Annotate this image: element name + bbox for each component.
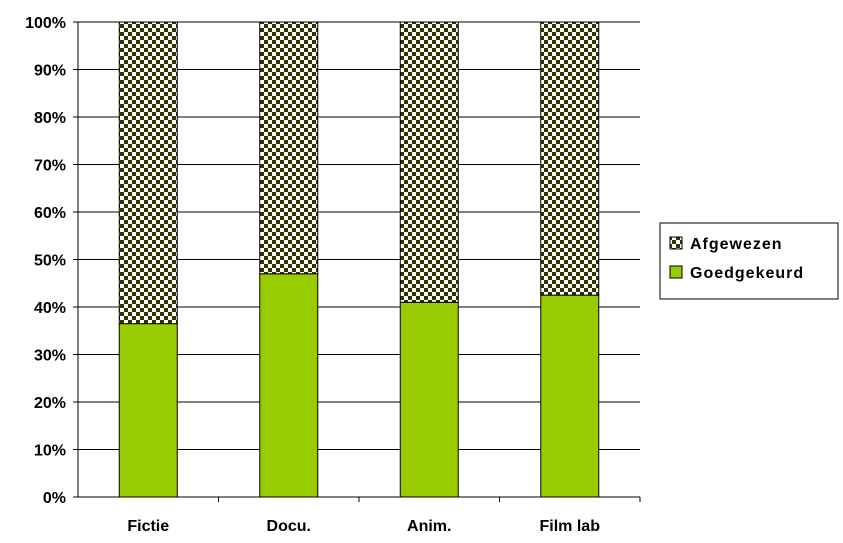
y-tick-label: 20% xyxy=(34,395,66,412)
legend-box xyxy=(659,222,839,300)
y-tick-label: 90% xyxy=(34,63,66,80)
x-tick-label: Anim. xyxy=(407,518,451,535)
axes: 0% 10% 20% 30% 40% 50% 60% 70% 80% 90% 100% Fictie D… xyxy=(25,15,641,535)
y-tick-label: 40% xyxy=(34,300,66,317)
bar-afgewezen xyxy=(118,21,178,325)
y-tick-label: 10% xyxy=(34,443,66,460)
bar-goedgekeurd xyxy=(540,294,600,498)
bar-afgewezen xyxy=(540,21,600,296)
legend-swatch xyxy=(669,236,683,250)
bar-goedgekeurd xyxy=(399,301,459,498)
legend-label: Goedgekeurd xyxy=(690,265,804,282)
bar-afgewezen xyxy=(399,21,459,303)
y-tick-label: 80% xyxy=(34,110,66,127)
x-tick-label: Film lab xyxy=(540,518,601,535)
x-tick-label: Docu. xyxy=(267,518,311,535)
y-tick-label: 60% xyxy=(34,205,66,222)
legend-swatch xyxy=(669,265,683,279)
legend-label: Afgewezen xyxy=(690,236,783,253)
bar-goedgekeurd xyxy=(259,273,319,498)
y-tick-label: 30% xyxy=(34,348,66,365)
y-tick-label: 70% xyxy=(34,158,66,175)
legend: Afgewezen Goedgekeurd xyxy=(659,222,839,300)
x-tick-label: Fictie xyxy=(127,518,169,535)
bar-goedgekeurd xyxy=(118,323,178,498)
bar-afgewezen xyxy=(259,21,319,275)
y-tick-label: 100% xyxy=(25,15,66,32)
y-tick-label: 0% xyxy=(43,490,66,507)
y-tick-label: 50% xyxy=(34,253,66,270)
